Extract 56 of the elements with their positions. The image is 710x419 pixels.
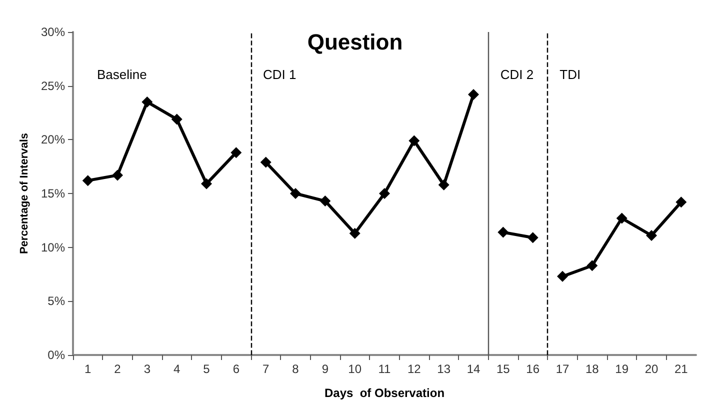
annotation: CDI 1: [263, 67, 296, 82]
point: [498, 226, 509, 238]
y-tick-label: 10%: [40, 240, 66, 254]
point: [557, 270, 568, 282]
x-tick-label: 8: [292, 362, 300, 376]
point: [171, 114, 182, 125]
x-tick-label: 5: [203, 362, 210, 376]
point: [349, 228, 360, 239]
x-tick-label: 10: [348, 362, 362, 376]
x-tick-label: 13: [437, 362, 451, 376]
x-tick-label: 20: [644, 362, 658, 376]
x-tick-label: 4: [173, 362, 180, 376]
y-tick-label: 15%: [40, 186, 66, 200]
point: [290, 188, 301, 199]
x-tick-label: 16: [526, 362, 540, 376]
x-tick-label: 21: [674, 362, 688, 376]
y-tick-label: 30%: [40, 25, 66, 39]
x-tick-label: 19: [615, 362, 629, 376]
x-tick-label: 1: [84, 362, 92, 376]
x-tick-label: 15: [496, 362, 510, 376]
point: [260, 156, 272, 168]
point: [586, 260, 598, 272]
x-tick-label: 17: [556, 362, 570, 376]
point: [616, 212, 628, 224]
x-tick-label: 18: [585, 362, 600, 376]
y-tick-label: 5%: [48, 294, 66, 308]
x-tick-label: 2: [114, 362, 122, 376]
y-axis-title: Percentage of Intervals: [18, 132, 31, 254]
x-tick-label: 6: [232, 362, 240, 376]
x-tick-label: 11: [378, 362, 392, 376]
y-tick-label: 25%: [40, 78, 66, 93]
x-tick-label: 7: [262, 362, 270, 376]
point: [82, 175, 94, 186]
point: [320, 196, 331, 207]
y-tick-label: 0%: [48, 348, 66, 362]
point: [142, 96, 153, 108]
x-tick-label: 3: [144, 362, 151, 376]
point: [379, 188, 390, 199]
point: [201, 178, 212, 190]
x-axis-title: Days of Observation: [324, 386, 445, 400]
x-tick-label: 9: [322, 362, 329, 376]
point: [112, 170, 123, 181]
point: [676, 196, 687, 208]
y-tick-label: 20%: [40, 132, 66, 147]
point: [408, 135, 420, 146]
x-tick-label: 12: [407, 362, 422, 376]
point: [230, 147, 242, 158]
annotation: TDI: [560, 67, 581, 82]
x-tick-label: 14: [466, 362, 480, 376]
annotation: CDI 2: [500, 67, 534, 82]
annotation: Baseline: [97, 67, 147, 82]
point: [527, 232, 538, 244]
chart-title: Question: [307, 30, 403, 54]
point: [438, 179, 450, 190]
point: [646, 230, 657, 241]
point: [468, 88, 479, 100]
